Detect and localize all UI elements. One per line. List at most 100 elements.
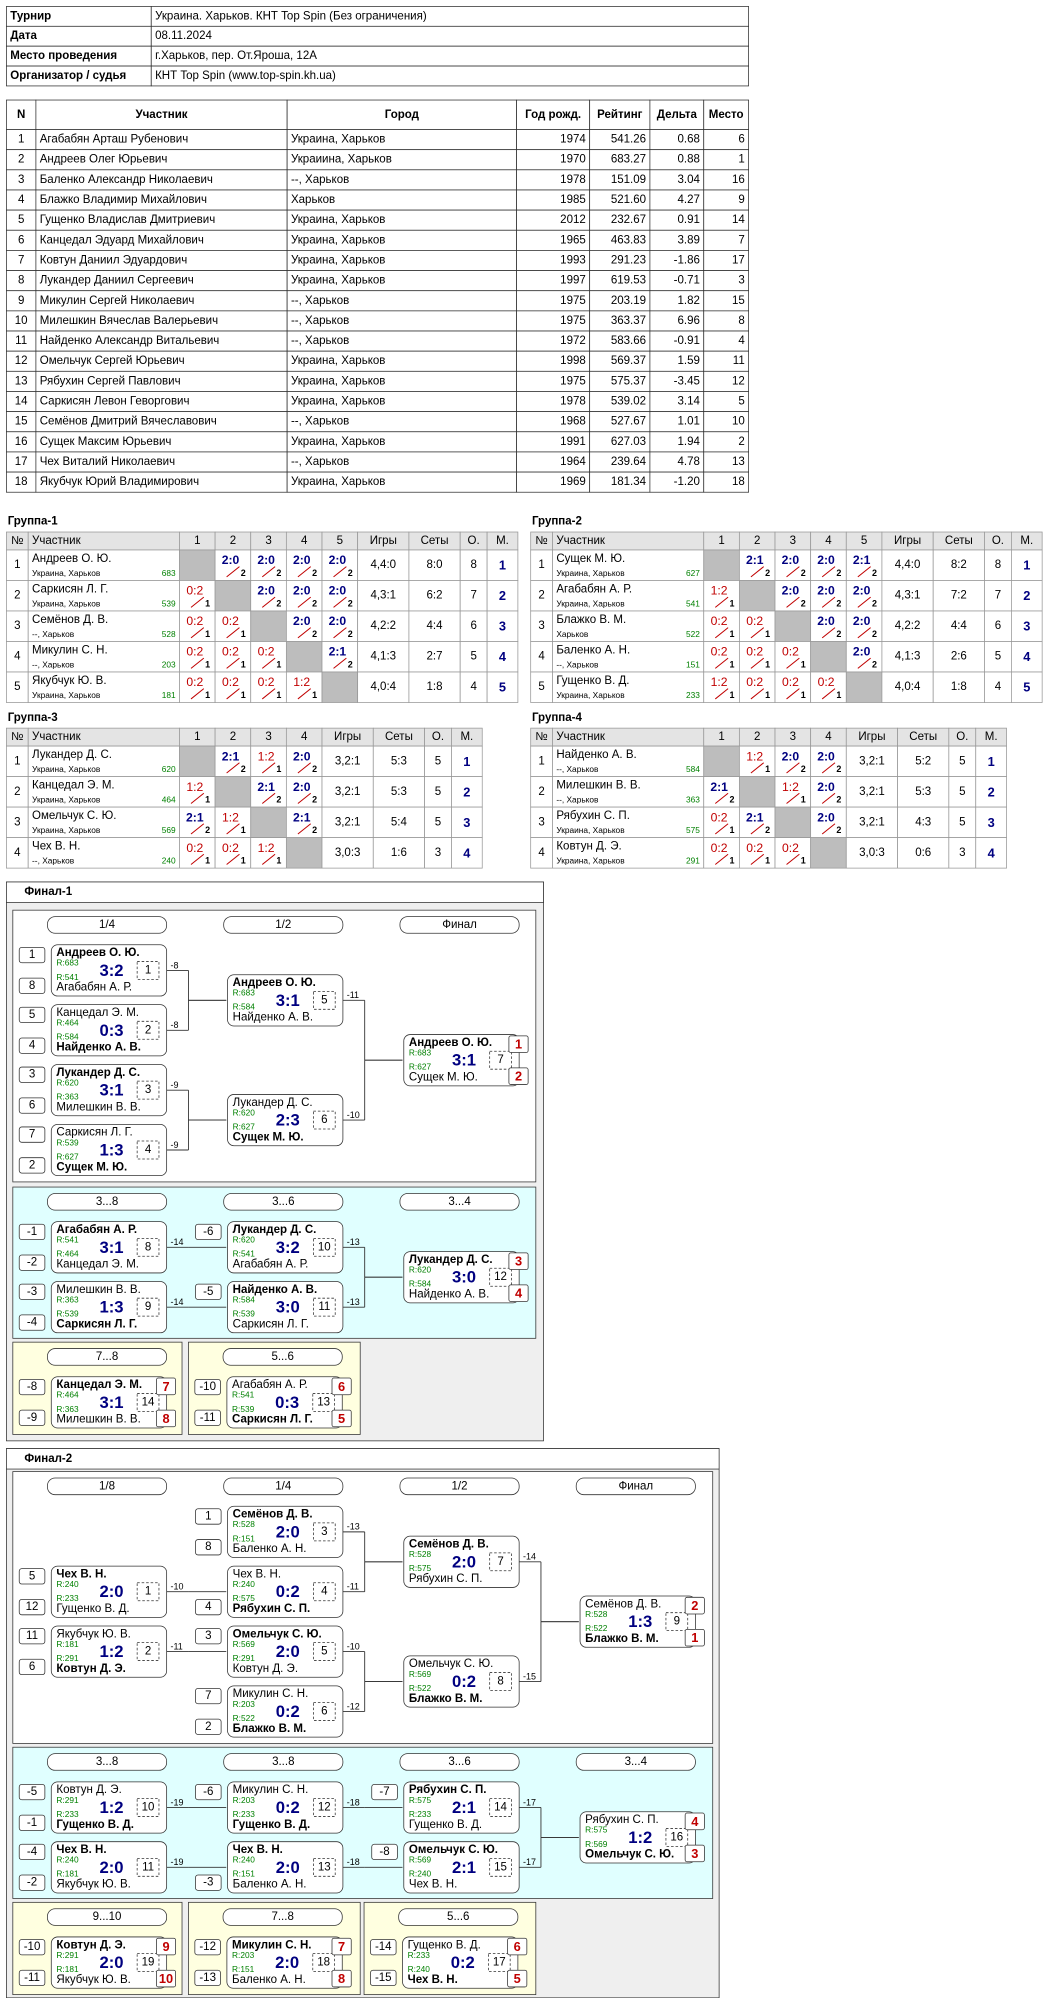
cell-text: 7 xyxy=(18,254,24,266)
player-city: --, Харьков xyxy=(32,856,75,866)
match-points: 2 xyxy=(872,629,877,639)
place-box xyxy=(156,1377,176,1396)
player-1: Чех В. Н. xyxy=(56,1844,106,1856)
row-number: 3 xyxy=(538,620,544,632)
rating-2: R:363 xyxy=(56,1092,79,1102)
group-cell xyxy=(357,671,410,703)
cell-text: Украина, Харьков xyxy=(291,375,385,387)
cell-text: 291.23 xyxy=(611,254,646,266)
match-points: 2 xyxy=(205,825,210,835)
round-title: 3...8 xyxy=(96,1756,118,1768)
match-points: 2 xyxy=(729,795,734,805)
match-score: 3:1 xyxy=(452,1051,476,1070)
match-number-box xyxy=(313,1798,336,1817)
score-slash xyxy=(261,688,276,700)
round-title: 1/2 xyxy=(275,919,291,931)
match-score: 2:0 xyxy=(276,1642,300,1661)
cell-text: --, Харьков xyxy=(291,295,349,307)
score-slash xyxy=(750,627,765,639)
match-score: 3:1 xyxy=(276,991,300,1010)
match-box xyxy=(403,1655,520,1708)
rating-2: R:569 xyxy=(585,1839,608,1849)
match-score: 2:0 xyxy=(99,1858,123,1877)
group-games: 3,2:1 xyxy=(335,755,361,767)
player-1: Лукандер Д. С. xyxy=(409,1254,493,1266)
group-cell xyxy=(459,641,488,673)
group-cell xyxy=(984,580,1012,612)
player-rating: 363 xyxy=(686,795,700,805)
group-cell xyxy=(250,745,287,777)
match-number-box xyxy=(488,1953,511,1972)
seed: -1 xyxy=(27,1226,37,1238)
match-score: 1:3 xyxy=(99,1298,123,1317)
cell-text: 521.60 xyxy=(611,194,646,206)
place: 2 xyxy=(691,1598,698,1613)
group-column-header: Сеты xyxy=(945,535,973,547)
group-games: 3,2:1 xyxy=(859,755,885,767)
match-box xyxy=(50,1281,168,1334)
match-points: 2 xyxy=(836,825,841,835)
group-sets: 8:0 xyxy=(427,559,443,571)
match-score: 3:1 xyxy=(99,1238,123,1257)
rating-1: R:569 xyxy=(409,1855,432,1865)
player-rating: 539 xyxy=(162,599,176,609)
column-header: Рейтинг xyxy=(597,109,643,121)
cell-text: --, Харьков xyxy=(291,416,349,428)
info-value: КНТ Top Spin (www.top-spin.kh.ua) xyxy=(155,70,336,82)
seed: -2 xyxy=(27,1877,37,1889)
match-points: 2 xyxy=(765,825,770,835)
group-pts: 3 xyxy=(959,847,965,859)
self-cell xyxy=(703,549,740,581)
group-cell xyxy=(372,837,425,869)
place: 5 xyxy=(338,1411,345,1426)
seed: 1 xyxy=(29,949,35,961)
round-title: 7...8 xyxy=(96,1351,118,1363)
rating-2: R:151 xyxy=(233,1533,256,1543)
rating-2: R:539 xyxy=(56,1309,79,1319)
seed-box xyxy=(195,1539,222,1556)
player-1: Милешкин В. В. xyxy=(56,1284,140,1296)
match-score: 2:0 xyxy=(293,780,311,794)
match-box xyxy=(50,1123,168,1177)
group-games: 3,2:1 xyxy=(859,816,885,828)
cell-text: 1968 xyxy=(560,416,586,428)
group-place: 4 xyxy=(988,845,996,860)
group-cell xyxy=(897,776,950,808)
player-city: Украина, Харьков xyxy=(32,825,101,835)
group-column-header: 1 xyxy=(194,731,200,743)
score-slash xyxy=(786,792,800,804)
group-cell xyxy=(459,549,488,581)
seed: -10 xyxy=(199,1381,216,1393)
match-score: 0:2 xyxy=(186,614,203,628)
final-title-bar xyxy=(6,881,544,903)
loser-goes: -11 xyxy=(170,1641,182,1651)
match-points: 1 xyxy=(729,690,734,700)
round-header xyxy=(222,1348,343,1366)
player-name: Семёнов Д. В. xyxy=(32,614,108,626)
cell-text: Рябухин Сергей Павлович xyxy=(40,375,181,387)
group-place: 3 xyxy=(463,815,470,830)
player-name: Микулин С. Н. xyxy=(32,644,108,656)
score-slash xyxy=(786,688,800,700)
cell-text: Микулин Сергей Николаевич xyxy=(40,295,195,307)
cell-text: 10 xyxy=(15,315,28,327)
match-score: 2:0 xyxy=(853,614,871,628)
group-column-header: О. xyxy=(992,535,1004,547)
player-1: Агабабян А. Р. xyxy=(232,1379,308,1391)
group-cell xyxy=(1011,580,1043,612)
loser-goes: -10 xyxy=(347,1641,360,1651)
rating-1: R:240 xyxy=(233,1579,256,1589)
group-sets: 6:2 xyxy=(427,590,443,602)
seed: 3 xyxy=(205,1630,211,1642)
player-rating: 464 xyxy=(162,795,176,805)
match-number-box xyxy=(136,1297,160,1317)
match-score: 1:2 xyxy=(746,749,763,763)
player-1: Лукандер Д. С. xyxy=(56,1067,140,1079)
player-rating: 541 xyxy=(686,599,700,609)
row-number: 4 xyxy=(14,847,21,859)
round-title: 5...6 xyxy=(447,1911,469,1923)
group-cell xyxy=(27,837,180,869)
group-cell xyxy=(774,549,812,581)
player-2: Якубчук Ю. В. xyxy=(56,1974,131,1986)
cell-text: 1978 xyxy=(560,174,586,186)
